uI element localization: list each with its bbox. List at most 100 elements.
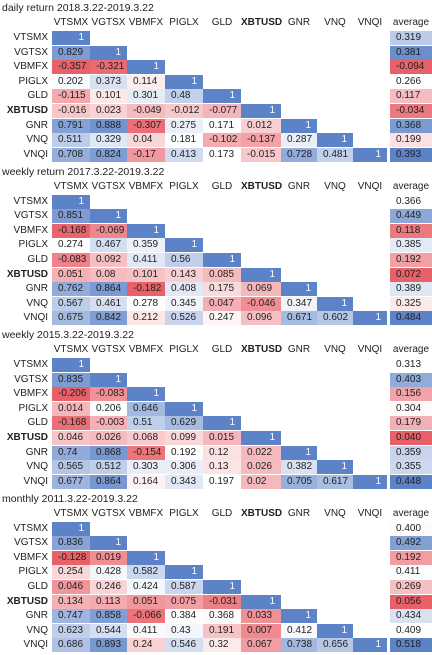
correlation-cell: -0.206 bbox=[52, 387, 90, 403]
row-label: GLD bbox=[27, 580, 48, 592]
correlation-cell: -0.077 bbox=[203, 104, 241, 119]
column-header: VTSMX bbox=[53, 344, 89, 355]
correlation-cell: -0.154 bbox=[127, 445, 165, 461]
average-header: average bbox=[392, 17, 430, 28]
diagonal-cell: 1 bbox=[127, 60, 165, 76]
row-label: GLD bbox=[27, 90, 48, 102]
diagonal-cell: 1 bbox=[203, 579, 241, 595]
diagonal-cell: 1 bbox=[353, 311, 387, 327]
column-header: XBTUSD bbox=[241, 17, 283, 28]
correlation-cell: 0.197 bbox=[203, 474, 241, 490]
diagonal-cell: 1 bbox=[281, 282, 317, 298]
average-cell: 0.117 bbox=[390, 89, 432, 105]
diagonal-cell: 1 bbox=[165, 74, 203, 90]
average-cell: 0.492 bbox=[390, 536, 432, 552]
correlation-cell: 0.408 bbox=[165, 282, 203, 298]
row-label: VGTSX bbox=[14, 210, 48, 222]
correlation-cell: 0.829 bbox=[52, 45, 90, 61]
correlation-cell: 0.202 bbox=[52, 74, 90, 90]
column-header: VNQ bbox=[324, 507, 346, 519]
row-label: VNQ bbox=[26, 297, 48, 309]
correlation-cell: 0.303 bbox=[127, 460, 165, 476]
average-cell: 0.400 bbox=[390, 521, 432, 537]
diagonal-cell: 1 bbox=[127, 550, 165, 566]
diagonal-cell: 1 bbox=[317, 623, 353, 639]
correlation-cell: 0.096 bbox=[241, 311, 281, 327]
average-cell: 0.409 bbox=[390, 623, 432, 639]
column-header: VGTSX bbox=[91, 180, 126, 192]
average-cell: 0.411 bbox=[390, 565, 432, 581]
correlation-cell: 0.602 bbox=[317, 311, 353, 327]
correlation-cell: 0.51 bbox=[127, 416, 165, 432]
average-header: average bbox=[392, 180, 430, 192]
correlation-cell: -0.049 bbox=[127, 104, 165, 119]
row-label: VTSMX bbox=[13, 195, 48, 207]
column-header: VNQI bbox=[357, 180, 383, 192]
correlation-cell: 0.101 bbox=[127, 267, 165, 283]
correlation-cell: 0.842 bbox=[90, 311, 127, 327]
correlation-cell: 0.12 bbox=[203, 445, 241, 461]
correlation-cell: 0.461 bbox=[90, 296, 127, 312]
correlation-cell: 0.051 bbox=[52, 267, 90, 283]
correlation-cell: 0.113 bbox=[90, 594, 127, 610]
correlation-cell: 0.835 bbox=[52, 372, 90, 388]
correlation-cell: -0.321 bbox=[90, 60, 127, 76]
row-label: VBMFX bbox=[13, 551, 48, 563]
row-label: GNR bbox=[25, 283, 48, 295]
correlation-cell: -0.128 bbox=[52, 550, 90, 566]
correlation-cell: 0.275 bbox=[165, 118, 203, 134]
average-cell: 0.434 bbox=[390, 609, 432, 625]
row-label: VBMFX bbox=[13, 224, 48, 236]
correlation-cell: -0.083 bbox=[52, 252, 90, 268]
row-label: PIGLX bbox=[18, 566, 48, 578]
correlation-cell: 0.329 bbox=[90, 133, 127, 149]
diagonal-cell: 1 bbox=[281, 609, 317, 625]
table-title: weekly return 2017.3.22-2019.3.22 bbox=[2, 165, 165, 178]
diagonal-cell: 1 bbox=[241, 594, 281, 610]
average-cell: 0.449 bbox=[390, 209, 432, 225]
average-cell: 0.484 bbox=[390, 311, 432, 327]
average-cell: 0.192 bbox=[390, 550, 432, 566]
correlation-cell: -0.083 bbox=[90, 387, 127, 403]
correlation-cell: -0.182 bbox=[127, 282, 165, 298]
correlation-cell: 0.565 bbox=[52, 460, 90, 476]
diagonal-cell: 1 bbox=[90, 209, 127, 225]
row-label: VBMFX bbox=[13, 61, 48, 73]
table-title: monthly 2011.3.22-2019.3.22 bbox=[2, 492, 138, 505]
column-header: PIGLX bbox=[169, 344, 199, 355]
column-header: GLD bbox=[211, 507, 233, 519]
correlation-cell: -0.003 bbox=[90, 416, 127, 432]
correlation-cell: 0.347 bbox=[281, 296, 317, 312]
diagonal-cell: 1 bbox=[90, 372, 127, 388]
correlation-cell: 0.738 bbox=[281, 638, 317, 654]
correlation-cell: 0.022 bbox=[241, 445, 281, 461]
correlation-cell: 0.32 bbox=[203, 638, 241, 654]
correlation-cell: 0.677 bbox=[52, 474, 90, 490]
average-cell: 0.325 bbox=[390, 296, 432, 312]
correlation-cell: 0.708 bbox=[52, 147, 90, 163]
correlation-cell: 0.212 bbox=[127, 311, 165, 327]
correlation-cell: -0.046 bbox=[241, 296, 281, 312]
column-header: VBMFX bbox=[128, 507, 164, 519]
column-header: GLD bbox=[211, 344, 233, 355]
correlation-cell: 0.019 bbox=[90, 550, 127, 566]
row-label: VNQ bbox=[26, 461, 48, 473]
correlation-cell: 0.411 bbox=[127, 623, 165, 639]
diagonal-cell: 1 bbox=[127, 223, 165, 239]
diagonal-cell: 1 bbox=[241, 267, 281, 283]
correlation-cell: 0.512 bbox=[90, 460, 127, 476]
row-label: VNQI bbox=[23, 148, 48, 160]
column-header: VGTSX bbox=[91, 507, 126, 519]
diagonal-cell: 1 bbox=[353, 474, 387, 490]
average-cell: 0.199 bbox=[390, 133, 432, 149]
row-label: PIGLX bbox=[18, 75, 48, 87]
correlation-cell: 0.56 bbox=[165, 252, 203, 268]
column-header: VNQ bbox=[324, 180, 346, 192]
correlation-cell: 0.851 bbox=[52, 209, 90, 225]
row-label: VTSMX bbox=[13, 32, 48, 43]
correlation-cell: 0.368 bbox=[203, 609, 241, 625]
correlation-cell: 0.13 bbox=[203, 460, 241, 476]
column-header: VBMFX bbox=[128, 17, 164, 28]
correlation-cell: 0.075 bbox=[165, 594, 203, 610]
correlation-cell: 0.623 bbox=[52, 623, 90, 639]
